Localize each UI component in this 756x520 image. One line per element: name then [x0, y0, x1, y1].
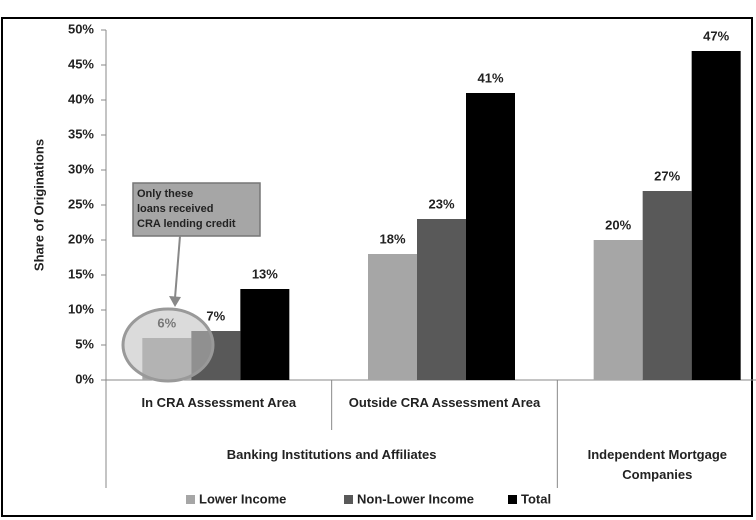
value-label: 13%	[252, 266, 278, 281]
annotation-text: Only these	[137, 188, 193, 200]
legend-swatch	[344, 495, 353, 504]
bar	[417, 219, 466, 380]
bar	[593, 240, 643, 380]
value-label: 20%	[605, 217, 631, 232]
legend-label: Total	[521, 491, 551, 506]
bar	[691, 51, 741, 380]
x-tick-label: Outside CRA Assessment Area	[348, 395, 541, 410]
value-label: 18%	[379, 231, 405, 246]
value-label: 23%	[428, 196, 454, 211]
frame	[1, 17, 753, 517]
y-tick-label: 5%	[75, 336, 94, 351]
y-tick-label: 30%	[68, 161, 94, 176]
y-tick-label: 40%	[68, 91, 94, 106]
bar	[240, 289, 290, 380]
value-label: 7%	[206, 308, 225, 323]
y-tick-label: 25%	[68, 196, 94, 211]
bar	[642, 191, 692, 380]
y-tick-label: 10%	[68, 301, 94, 316]
legend-swatch	[186, 495, 195, 504]
legend-swatch	[508, 495, 517, 504]
bar	[368, 254, 417, 380]
y-tick-label: 15%	[68, 266, 94, 281]
y-tick-label: 35%	[68, 126, 94, 141]
group-label: Banking Institutions and Affiliates	[226, 447, 437, 462]
y-tick-label: 20%	[68, 231, 94, 246]
y-tick-label: 0%	[75, 371, 94, 386]
annotation-text: CRA lending credit	[137, 218, 236, 230]
annotation-box	[132, 182, 261, 237]
bar	[466, 93, 515, 380]
y-tick-label: 45%	[68, 56, 94, 71]
annotation-text: loans received	[137, 203, 213, 215]
x-tick-label: In CRA Assessment Area	[141, 395, 297, 410]
annotation-arrowhead	[169, 296, 181, 307]
value-label: 47%	[703, 28, 729, 43]
highlight-ellipse	[121, 307, 215, 383]
group-label: Independent Mortgage Companies	[587, 447, 728, 482]
legend-label: Lower Income	[199, 491, 286, 506]
value-label: 41%	[477, 70, 503, 85]
value-label: 27%	[654, 168, 680, 183]
legend-label: Non-Lower Income	[357, 491, 474, 506]
y-tick-label: 50%	[68, 21, 94, 36]
annotation-arrow	[174, 235, 181, 299]
y-axis-label: Share of Originations	[31, 139, 46, 271]
